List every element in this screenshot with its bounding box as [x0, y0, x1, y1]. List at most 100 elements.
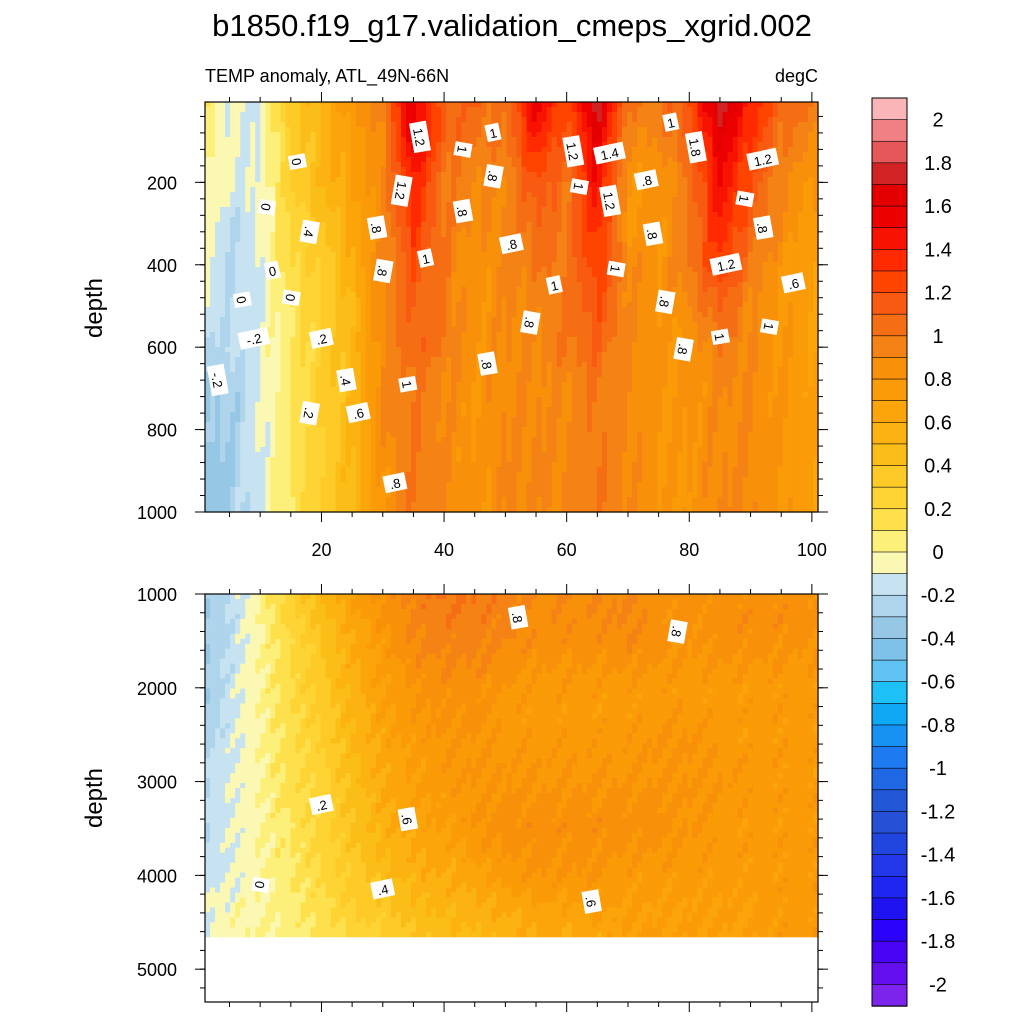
contour-cell	[335, 262, 342, 268]
contour-cell	[481, 172, 487, 178]
contour-cell	[446, 252, 452, 258]
contour-cell	[461, 227, 467, 233]
contour-cell	[511, 117, 518, 123]
contour-cell	[310, 127, 317, 133]
contour-cell	[461, 127, 467, 133]
contour-cell	[340, 157, 347, 163]
contour-cell	[551, 257, 558, 263]
contour-cell	[295, 277, 302, 283]
contour-cell	[350, 207, 357, 213]
contour-cell	[787, 127, 794, 133]
contour-cell	[732, 217, 739, 223]
contour-cell	[375, 212, 382, 218]
contour-cell	[672, 262, 678, 268]
contour-cell	[250, 157, 256, 163]
contour-cell	[431, 237, 437, 243]
contour-cell	[315, 127, 322, 133]
contour-cell	[571, 247, 578, 253]
contour-cell	[516, 102, 523, 108]
contour-cell	[486, 227, 492, 233]
contour-cell	[340, 292, 347, 298]
contour-cell	[797, 237, 804, 243]
contour-cell	[742, 187, 749, 193]
contour-cell	[380, 107, 387, 113]
contour-cell	[777, 242, 784, 248]
contour-cell	[486, 232, 492, 238]
contour-cell	[300, 272, 307, 278]
contour-cell	[275, 302, 281, 308]
contour-cell	[586, 272, 593, 278]
contour-cell	[305, 297, 312, 303]
contour-cell	[360, 242, 367, 248]
contour-cell	[787, 112, 794, 118]
contour-cell	[240, 202, 246, 208]
contour-cell	[642, 202, 648, 208]
contour-cell	[566, 257, 573, 263]
contour-cell	[330, 277, 337, 283]
contour-cell	[516, 167, 523, 173]
contour-cell	[556, 157, 563, 163]
contour-cell	[456, 172, 462, 178]
contour-cell	[581, 202, 588, 208]
contour-cell	[742, 147, 749, 153]
contour-cell	[230, 302, 236, 308]
contour-cell	[350, 267, 357, 273]
contour-cell	[576, 262, 583, 268]
contour-cell	[315, 262, 322, 268]
contour-cell	[591, 207, 598, 213]
contour-cell	[707, 282, 714, 288]
contour-cell	[496, 267, 503, 273]
contour-cell	[335, 302, 342, 308]
contour-cell	[596, 162, 603, 168]
contour-cell	[757, 302, 764, 308]
contour-cell	[596, 172, 603, 178]
contour-cell	[235, 187, 241, 193]
contour-cell	[566, 207, 573, 213]
contour-cell	[697, 287, 704, 293]
contour-cell	[692, 212, 699, 218]
contour-cell	[551, 237, 558, 243]
contour-cell	[747, 267, 754, 273]
contour-cell	[561, 277, 568, 283]
contour-cell	[777, 272, 784, 278]
contour-cell	[456, 297, 462, 303]
contour-cell	[471, 137, 477, 143]
contour-cell	[451, 182, 457, 188]
contour-cell	[255, 137, 261, 143]
contour-cell	[350, 242, 357, 248]
contour-cell	[782, 257, 789, 263]
contour-cell	[240, 117, 246, 123]
contour-cell	[250, 192, 256, 198]
contour-cell	[802, 182, 809, 188]
contour-cell	[436, 117, 442, 123]
contour-cell	[546, 152, 553, 158]
contour-cell	[551, 112, 558, 118]
contour-cell	[315, 102, 322, 108]
contour-cell	[702, 197, 709, 203]
contour-cell	[335, 177, 342, 183]
contour-cell	[405, 212, 412, 218]
contour-cell	[486, 197, 492, 203]
contour-cell	[601, 167, 608, 173]
contour-cell	[627, 152, 633, 158]
contour-cell	[702, 112, 709, 118]
contour-cell	[360, 267, 367, 273]
contour-cell	[280, 252, 286, 258]
contour-cell	[360, 167, 367, 173]
contour-cell	[767, 207, 774, 213]
contour-cell	[632, 207, 638, 213]
contour-cell	[255, 242, 261, 248]
contour-cell	[355, 227, 362, 233]
contour-cell	[642, 112, 648, 118]
contour-cell	[436, 207, 442, 213]
contour-cell	[230, 237, 236, 243]
contour-cell	[732, 112, 739, 118]
contour-cell	[225, 237, 231, 243]
contour-cell	[486, 302, 492, 308]
contour-cell	[787, 217, 794, 223]
contour-cell	[421, 242, 427, 248]
contour-cell	[707, 202, 714, 208]
contour-cell	[220, 197, 226, 203]
contour-cell	[622, 252, 628, 258]
contour-cell	[777, 132, 784, 138]
